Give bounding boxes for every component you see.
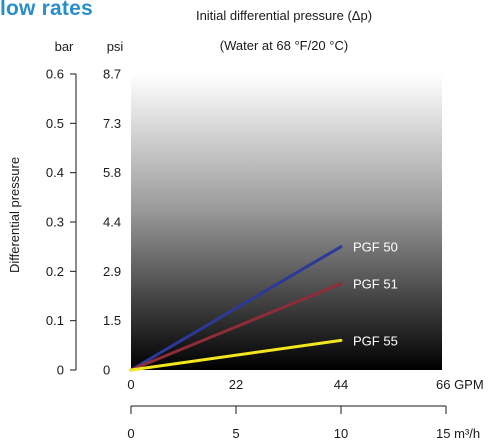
y-tick-label-psi: 2.9 xyxy=(103,264,121,279)
plot-area xyxy=(131,74,442,370)
y-axis-label: Differential pressure xyxy=(7,157,22,273)
chart-subtitle: (Water at 68 °F/20 °C) xyxy=(220,38,348,53)
y-tick-label-psi: 1.5 xyxy=(103,313,121,328)
y-unit-bar: bar xyxy=(55,39,74,54)
x-axis-gpm: 0 22 44 66 GPM xyxy=(127,377,483,392)
y-tick-label-psi: 8.7 xyxy=(103,67,121,82)
y-tick-label-bar: 0.6 xyxy=(46,67,64,82)
y-axis-bar: 0 0.1 0.2 0.3 0.4 0.5 0.6 xyxy=(46,67,77,378)
y-tick-label-bar: 0.4 xyxy=(46,165,64,180)
series-line-pgf-55 xyxy=(129,338,343,372)
y-tick-label-bar: 0.1 xyxy=(46,313,64,328)
x-tick-label-m3h: 10 xyxy=(334,426,348,441)
x-tick-label-gpm: 0 xyxy=(127,377,134,392)
series-labels: PGF 50 PGF 51 PGF 55 xyxy=(353,240,398,349)
x-axis-m3h: 0 5 10 15 m³/h xyxy=(127,405,480,441)
series-label: PGF 50 xyxy=(353,240,398,255)
y-tick-label-psi: 0 xyxy=(103,363,110,378)
x-tick-label-gpm: 44 xyxy=(334,377,348,392)
series-label: PGF 51 xyxy=(353,277,398,292)
y-unit-psi: psi xyxy=(107,39,124,54)
series-lines xyxy=(129,245,343,372)
y-axis-psi: 0 1.5 2.9 4.4 5.8 7.3 8.7 xyxy=(103,67,121,378)
series-line-pgf-50 xyxy=(129,245,343,372)
y-tick-label-psi: 4.4 xyxy=(103,215,121,230)
series-line-pgf-51 xyxy=(129,282,343,372)
y-tick-label-psi: 5.8 xyxy=(103,165,121,180)
x-tick-label-gpm: 66 GPM xyxy=(436,377,484,392)
y-tick-label-bar: 0.3 xyxy=(46,215,64,230)
y-tick-label-psi: 7.3 xyxy=(103,116,121,131)
y-tick-label-bar: 0.2 xyxy=(46,264,64,279)
section-heading-fragment: low rates xyxy=(0,0,93,20)
x-tick-label-m3h: 15 m³/h xyxy=(436,426,480,441)
chart-title: Initial differential pressure (Δp) xyxy=(196,8,372,23)
y-tick-label-bar: 0.5 xyxy=(46,116,64,131)
x-tick-label-m3h: 0 xyxy=(127,426,134,441)
y-tick-label-bar: 0 xyxy=(57,363,64,378)
series-label: PGF 55 xyxy=(353,333,398,348)
x-tick-label-gpm: 22 xyxy=(229,377,243,392)
x-tick-label-m3h: 5 xyxy=(232,426,239,441)
